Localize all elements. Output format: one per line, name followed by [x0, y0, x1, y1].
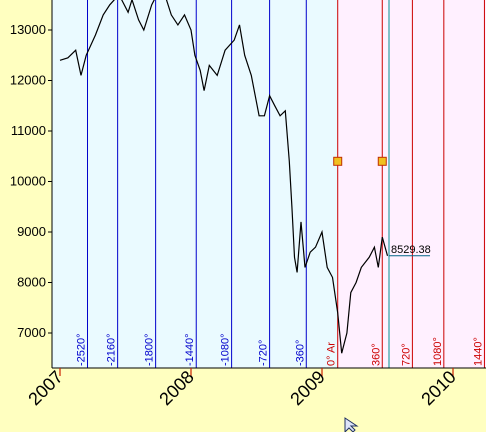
vertical-line-label-9: 720°	[400, 343, 412, 366]
y-tick-label-2: 9000	[17, 224, 46, 239]
marker-1	[377, 156, 387, 166]
vertical-line-label-6: -360°	[294, 340, 306, 366]
vertical-line-label-5: -720°	[258, 340, 270, 366]
markers	[333, 156, 387, 166]
y-tick-label-3: 10000	[10, 174, 46, 189]
y-tick-label-0: 7000	[17, 325, 46, 340]
y-tick-label-6: 13000	[10, 22, 46, 37]
marker-0	[333, 156, 343, 166]
last-value-annotation: 8529.38	[389, 244, 431, 257]
vertical-line-label-3: -1440°	[184, 333, 196, 366]
last-value-label: 8529.38	[391, 244, 431, 256]
future-region	[337, 0, 486, 368]
vertical-lines: -2520° -2160° -1800° -1440° -1080° -720° -360°…	[76, 0, 485, 368]
vertical-line-label-0: -2520°	[76, 333, 88, 366]
price-line	[59, 0, 389, 354]
y-tick-label-5: 12000	[10, 73, 46, 88]
vertical-line-label-8: 360°	[370, 343, 382, 366]
vertical-line-label-11: 1440°	[472, 337, 484, 366]
vertical-line-label-2: -1800°	[144, 333, 156, 366]
vertical-line-label-7: 0° Ar	[326, 342, 338, 366]
vertical-line-label-1: -2160°	[106, 333, 118, 366]
y-tick-label-4: 11000	[11, 123, 46, 138]
vertical-line-label-10: 1080°	[432, 337, 444, 366]
y-axis-ticks: 7000 8000 9000 10000 11000 12000 13000	[10, 22, 52, 340]
vertical-line-label-4: -1080°	[220, 333, 232, 366]
cursor-icon	[344, 417, 359, 432]
y-tick-label-1: 8000	[17, 275, 46, 290]
